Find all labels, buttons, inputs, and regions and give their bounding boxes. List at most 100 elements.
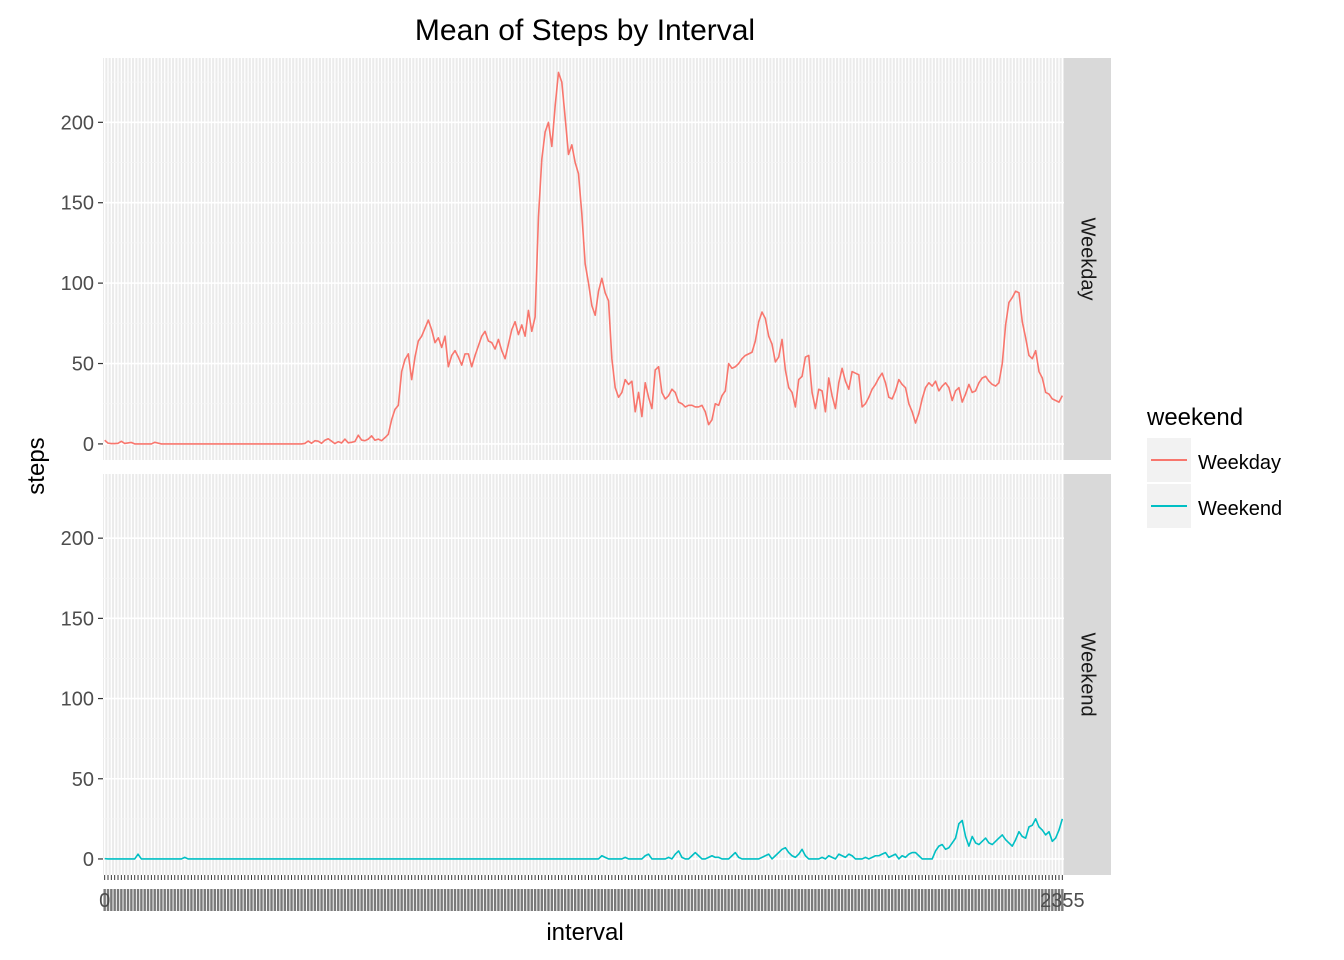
x-tick-label-glyph [717,889,720,911]
x-tick-label-glyph [383,889,387,911]
x-tick-label-glyph [637,889,640,911]
x-tick-label-glyph [507,889,510,911]
x-tick-label-glyph [343,889,347,911]
x-tick-label-glyph [837,889,840,911]
x-tick-label-glyph [230,889,233,911]
x-tick-label-glyph [517,889,520,911]
x-tick-label-glyph [770,889,774,911]
x-tick-label-glyph [253,889,257,911]
y-tick-label: 50 [72,769,94,791]
x-tick-label-glyph [997,889,1001,911]
x-tick-label-glyph [180,889,183,911]
x-tick-label-glyph [1047,889,1051,911]
x-tick-label-glyph [657,889,660,911]
panel-weekday: 0 50 100 150 200 Weekday [61,58,1111,460]
x-tick-label-glyph [553,889,557,911]
x-tick-label-glyph [510,889,513,911]
x-tick-label-glyph [433,889,437,911]
x-tick-label-glyph [1001,889,1004,911]
x-tick-label-glyph [473,889,477,911]
x-tick-label-glyph [730,889,734,911]
x-tick-label-glyph [974,889,977,911]
x-tick-label-first: 0 [99,890,110,912]
x-tick-label-glyph [276,889,280,911]
x-tick-label-glyph [984,889,987,911]
x-tick-label-glyph [727,889,730,911]
y-tick-label: 150 [61,193,94,215]
x-tick-label-glyph [830,889,834,911]
x-tick-label-glyph [1051,889,1054,911]
x-tick-label-glyph [320,889,323,911]
x-tick-label-glyph [977,889,981,911]
x-tick-label-glyph [917,889,921,911]
x-tick-label-glyph [463,889,467,911]
x-tick-label-glyph [447,889,450,911]
x-tick-label-glyph [710,889,714,911]
x-tick-label-last: 2355 [1040,890,1085,912]
x-tick-label-glyph [196,889,200,911]
x-tick-label-glyph [754,889,757,911]
facet-strip [1064,58,1111,460]
x-tick-label-glyph [520,889,523,911]
x-tick-label-glyph [787,889,790,911]
x-tick-label-glyph [120,889,123,911]
x-tick-label-glyph [397,889,400,911]
x-tick-label-glyph [126,889,130,911]
x-tick-label-glyph [440,889,443,911]
x-tick-label-glyph [143,889,146,911]
x-tick-label-glyph [323,889,327,911]
x-tick-label-glyph [734,889,737,911]
x-tick-label-glyph [216,889,220,911]
x-tick-label-glyph [840,889,844,911]
x-tick-label-glyph [680,889,684,911]
grid [103,58,1064,460]
x-tick-label-glyph [387,889,390,911]
x-tick-label-glyph [847,889,850,911]
x-tick-label-glyph [300,889,303,911]
x-tick-label-glyph [583,889,587,911]
series-line-weekday [104,71,1064,445]
x-tick-label-glyph [1031,889,1034,911]
x-tick-label-glyph [890,889,894,911]
x-tick-label-glyph [704,889,707,911]
x-tick-label-glyph [934,889,937,911]
grid [103,474,1064,875]
x-tick-label-glyph [337,889,340,911]
x-tick-label-glyph [814,889,817,911]
x-tick-label-glyph [413,889,417,911]
x-tick-label-glyph [417,889,420,911]
x-tick-label-glyph [160,889,163,911]
x-tick-label-glyph [654,889,657,911]
x-tick-label-glyph [967,889,971,911]
x-tick-label-glyph [270,889,273,911]
x-tick-label-glyph [333,889,337,911]
x-tick-label-glyph [600,889,604,911]
x-tick-label-glyph [690,889,694,911]
facet-strip [1064,474,1111,875]
panel-background [103,474,1064,875]
x-tick-label-glyph [804,889,807,911]
x-tick-label-glyph [807,889,810,911]
x-tick-label-glyph [567,889,570,911]
x-tick-label-glyph [991,889,994,911]
x-tick-label-glyph [303,889,307,911]
x-tick-label-glyph [944,889,947,911]
x-tick-label-glyph [240,889,243,911]
x-tick-label-glyph [393,889,397,911]
x-tick-label-glyph [146,889,150,911]
y-tick-label: 200 [61,112,94,134]
x-tick-label-glyph [707,889,710,911]
x-tick-label-glyph [310,889,313,911]
x-tick-label-glyph [477,889,480,911]
x-tick-label-glyph [760,889,764,911]
x-tick-label-glyph [503,889,507,911]
x-tick-label-glyph [186,889,190,911]
x-tick-label-glyph [243,889,247,911]
x-tick-label-glyph [183,889,186,911]
x-tick-label-glyph [593,889,597,911]
x-tick-label-glyph [103,889,106,911]
x-tick-label-glyph [981,889,984,911]
x-tick-label-glyph [790,889,794,911]
x-tick-label-glyph [250,889,253,911]
x-tick-label-glyph [140,889,143,911]
